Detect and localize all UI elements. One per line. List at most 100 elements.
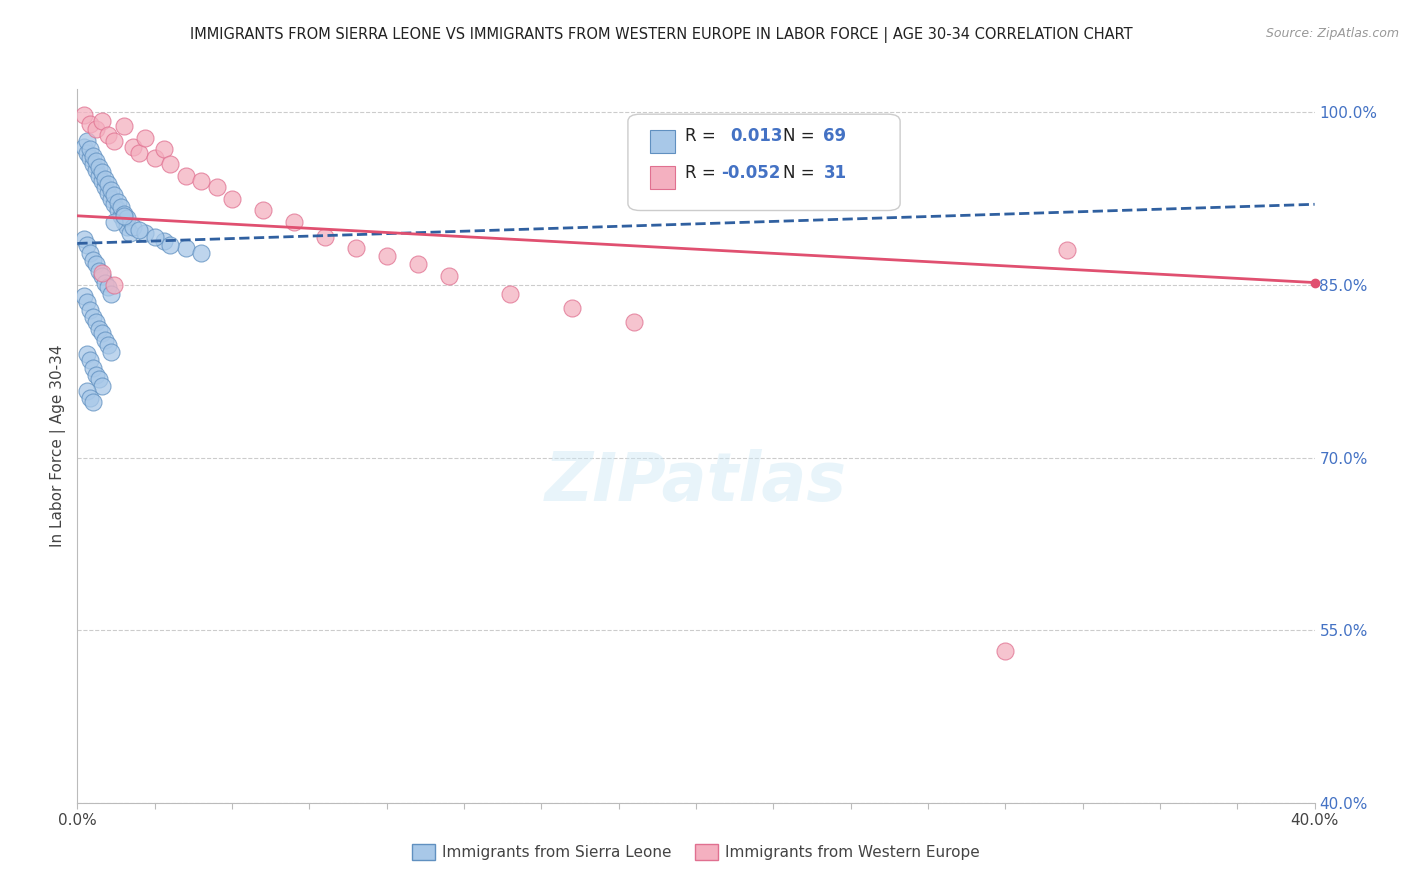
Point: [153, 142, 176, 156]
Point: [97, 186, 120, 200]
Point: [72, 140, 94, 154]
Text: ZIPatlas: ZIPatlas: [546, 449, 846, 515]
Point: [84, 153, 107, 168]
Point: [79, 142, 101, 156]
Point: [79, 151, 101, 165]
Point: [100, 287, 122, 301]
Point: [437, 268, 460, 283]
Point: [221, 192, 243, 206]
Point: [122, 140, 145, 154]
Point: [143, 151, 166, 165]
Text: IMMIGRANTS FROM SIERRA LEONE VS IMMIGRANTS FROM WESTERN EUROPE IN LABOR FORCE | : IMMIGRANTS FROM SIERRA LEONE VS IMMIGRAN…: [190, 27, 1132, 43]
Point: [118, 226, 141, 240]
Point: [406, 257, 429, 271]
Text: N =: N =: [783, 164, 814, 182]
Text: R =: R =: [685, 127, 716, 145]
Point: [110, 209, 132, 223]
Point: [115, 220, 138, 235]
Point: [344, 241, 367, 255]
Point: [87, 264, 110, 278]
Point: [97, 337, 120, 351]
Point: [252, 202, 274, 217]
Point: [94, 333, 117, 347]
Point: [72, 232, 94, 246]
Point: [314, 229, 336, 244]
Point: [143, 229, 166, 244]
Point: [375, 249, 398, 263]
Text: 69: 69: [824, 127, 846, 145]
Point: [97, 128, 120, 143]
Point: [82, 395, 104, 409]
Point: [76, 134, 98, 148]
Legend: Immigrants from Sierra Leone, Immigrants from Western Europe: Immigrants from Sierra Leone, Immigrants…: [406, 838, 986, 866]
Point: [91, 326, 114, 341]
Point: [97, 177, 120, 191]
Point: [190, 245, 212, 260]
Point: [91, 268, 114, 283]
Point: [87, 161, 110, 175]
Point: [115, 211, 138, 226]
Point: [84, 122, 107, 136]
Point: [100, 192, 122, 206]
Point: [87, 372, 110, 386]
Point: [103, 188, 125, 202]
Point: [1056, 244, 1078, 258]
FancyBboxPatch shape: [650, 166, 675, 189]
Text: R =: R =: [685, 164, 716, 182]
Point: [94, 180, 117, 194]
Point: [103, 197, 125, 211]
Point: [103, 214, 125, 228]
Point: [122, 220, 145, 235]
Point: [112, 119, 135, 133]
Point: [87, 321, 110, 335]
Point: [112, 209, 135, 223]
Point: [283, 214, 305, 228]
FancyBboxPatch shape: [628, 114, 900, 211]
Point: [112, 214, 135, 228]
Point: [100, 344, 122, 359]
Point: [107, 194, 129, 209]
Point: [82, 360, 104, 375]
Point: [623, 315, 645, 329]
Point: [134, 130, 156, 145]
Point: [76, 237, 98, 252]
Point: [100, 184, 122, 198]
Point: [94, 276, 117, 290]
Point: [128, 145, 150, 160]
Point: [72, 107, 94, 121]
Point: [94, 172, 117, 186]
Point: [103, 277, 125, 292]
Text: N =: N =: [783, 127, 814, 145]
Point: [76, 347, 98, 361]
Point: [79, 391, 101, 405]
Point: [84, 162, 107, 177]
Point: [112, 206, 135, 220]
Point: [159, 237, 181, 252]
Text: Source: ZipAtlas.com: Source: ZipAtlas.com: [1265, 27, 1399, 40]
Point: [91, 379, 114, 393]
Point: [84, 315, 107, 329]
Point: [82, 149, 104, 163]
Point: [79, 245, 101, 260]
Point: [79, 117, 101, 131]
Point: [205, 180, 228, 194]
Text: 0.013: 0.013: [731, 127, 783, 145]
Point: [561, 301, 583, 315]
Point: [91, 114, 114, 128]
Point: [159, 157, 181, 171]
Point: [994, 644, 1017, 658]
Point: [91, 174, 114, 188]
FancyBboxPatch shape: [650, 130, 675, 153]
Text: -0.052: -0.052: [721, 164, 780, 182]
Point: [82, 252, 104, 267]
Text: 31: 31: [824, 164, 846, 182]
Point: [72, 289, 94, 303]
Point: [87, 169, 110, 183]
Point: [76, 384, 98, 398]
Point: [107, 202, 129, 217]
Point: [79, 352, 101, 367]
Point: [84, 368, 107, 382]
Point: [91, 266, 114, 280]
Point: [91, 165, 114, 179]
Point: [174, 169, 197, 183]
